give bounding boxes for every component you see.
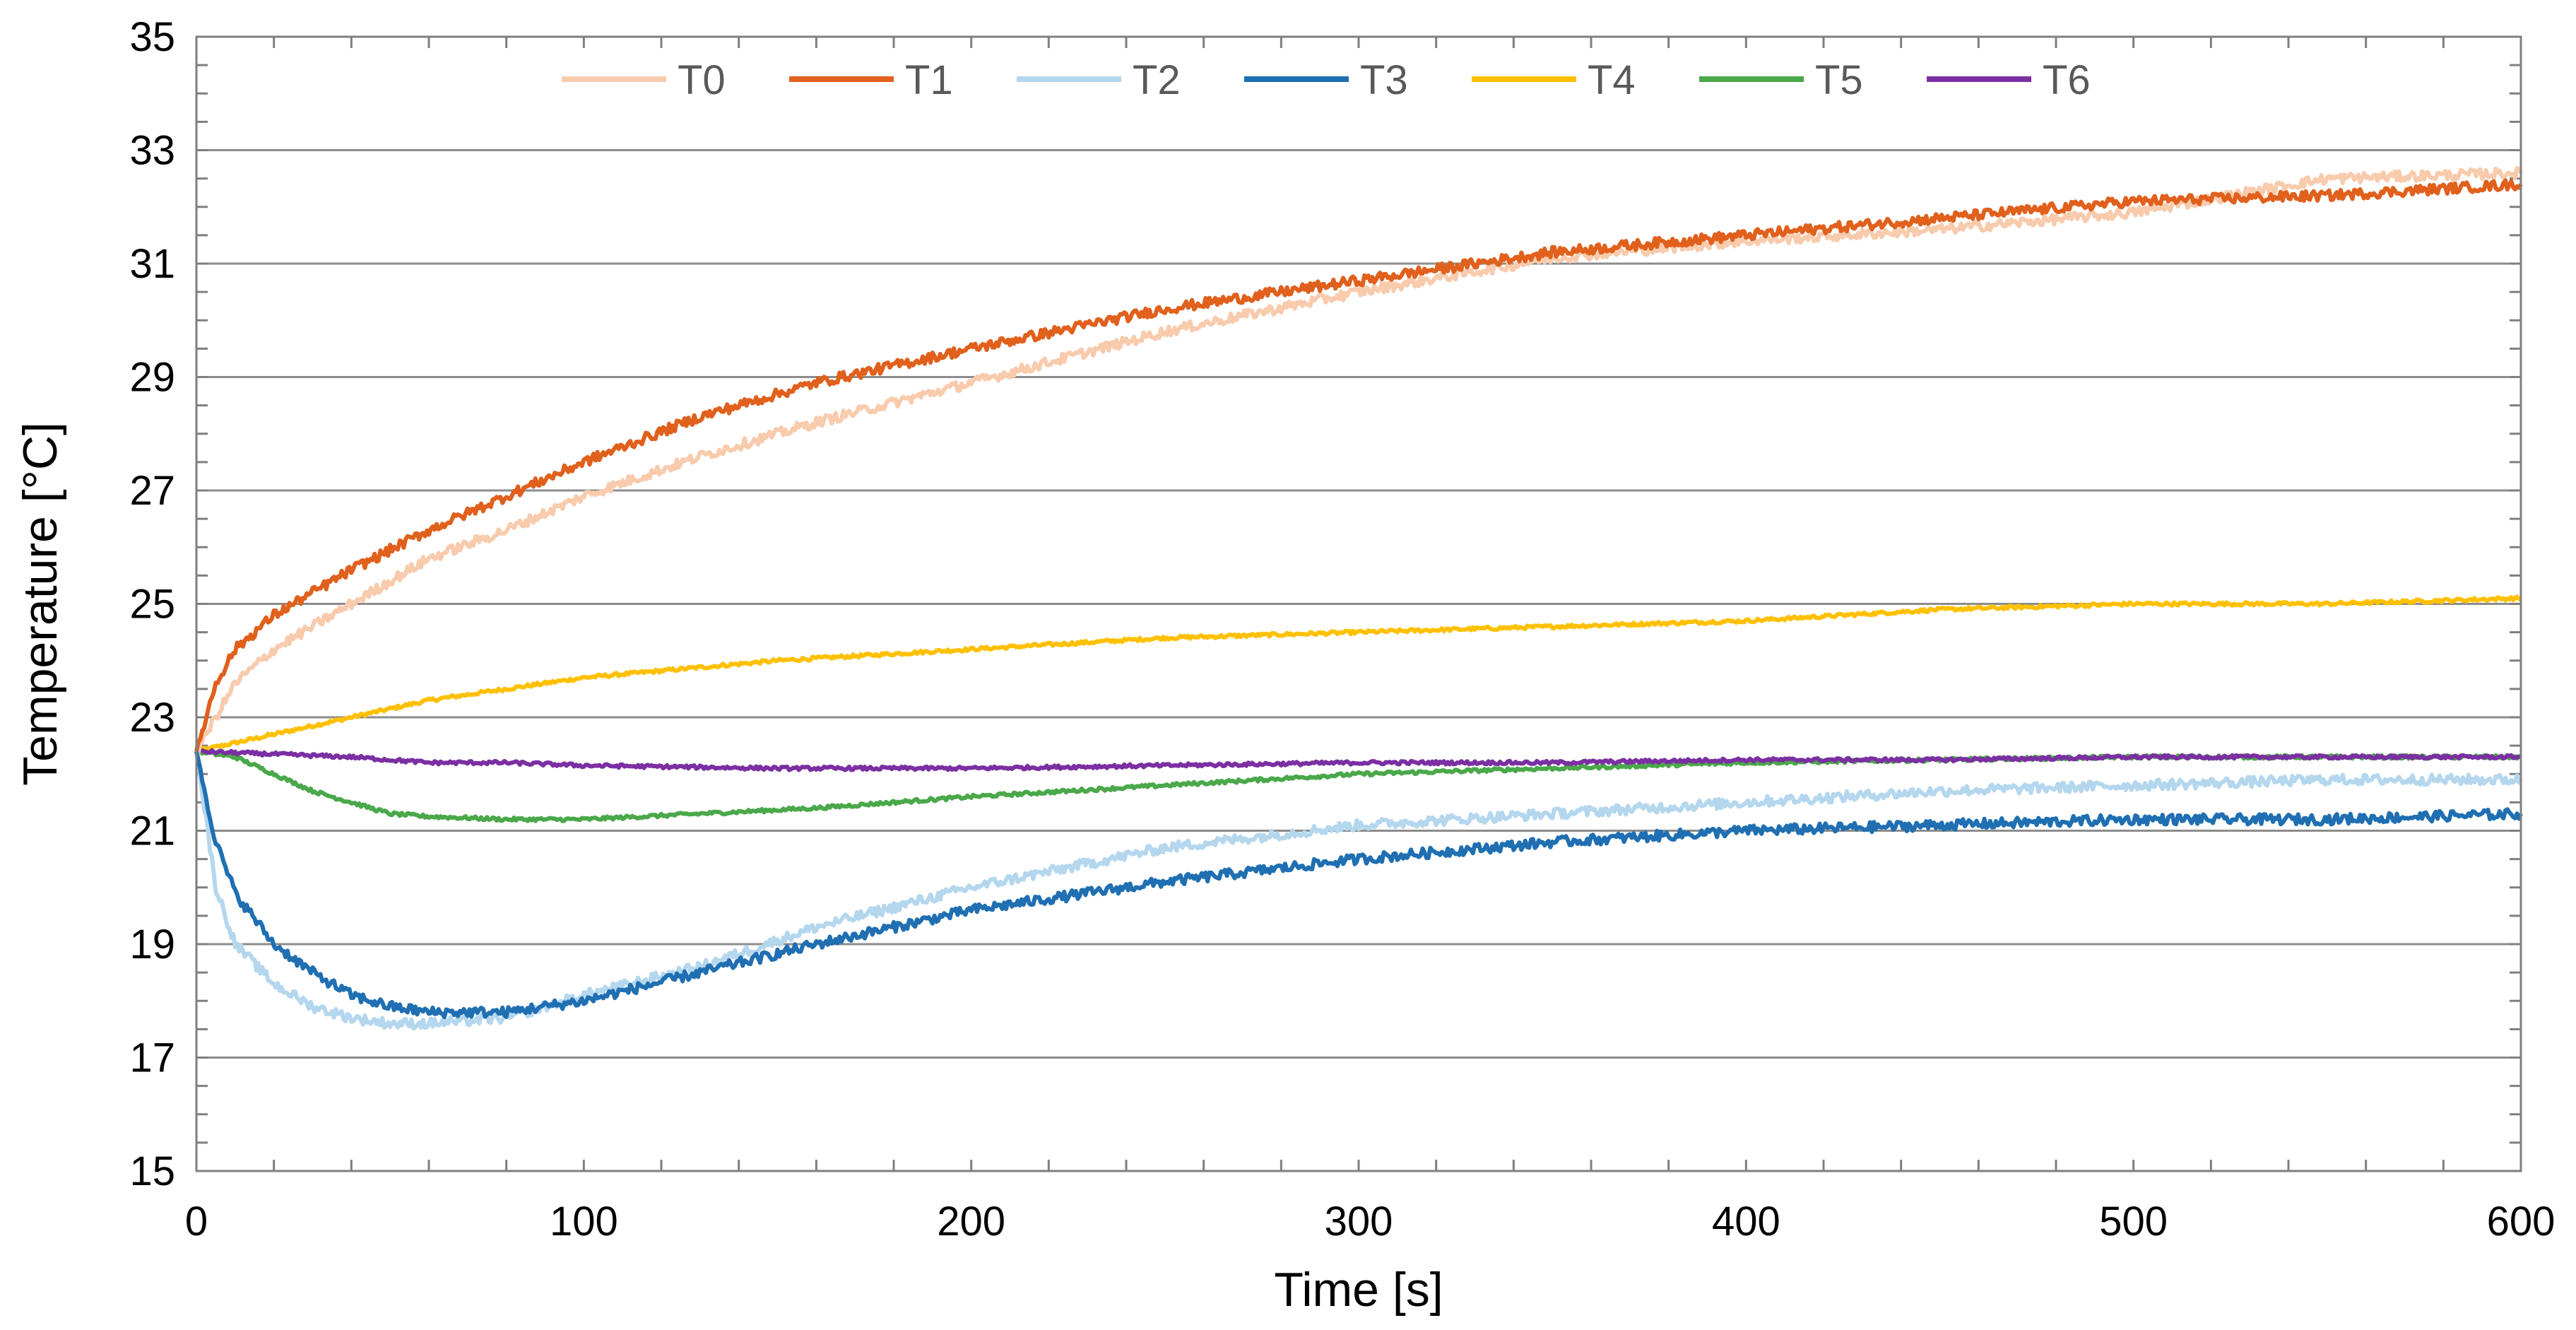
x-tick-label: 100 <box>550 1199 618 1244</box>
y-tick-label: 17 <box>129 1035 175 1081</box>
legend-label-T6: T6 <box>2043 57 2091 103</box>
y-tick-label: 23 <box>129 695 175 741</box>
y-tick-label: 19 <box>129 922 175 967</box>
y-tick-label: 15 <box>129 1148 175 1194</box>
y-axis-tick-labels: 15 17 19 21 23 25 27 29 31 33 35 <box>129 14 175 1194</box>
legend-label-T3: T3 <box>1360 57 1408 103</box>
series-lines <box>194 165 2523 1031</box>
x-axis-tick-labels: 0 100 200 300 400 500 600 <box>185 1199 2556 1244</box>
legend: T0 T1 T2 T3 T4 T5 T6 <box>562 57 2091 103</box>
x-tick-label: 500 <box>2099 1199 2168 1244</box>
y-tick-label: 27 <box>129 468 175 514</box>
gridlines <box>196 149 2521 1059</box>
series-line-T2 <box>194 751 2523 1031</box>
series-line-T4 <box>195 594 2522 753</box>
y-tick-label: 35 <box>129 14 175 60</box>
legend-label-T4: T4 <box>1588 57 1636 103</box>
x-tick-label: 300 <box>1325 1199 1393 1244</box>
minor-ticks <box>196 37 2521 1171</box>
legend-label-T2: T2 <box>1133 57 1181 103</box>
y-tick-label: 25 <box>129 582 175 628</box>
legend-label-T5: T5 <box>1815 57 1863 103</box>
y-tick-label: 33 <box>129 128 175 174</box>
series-line-T3 <box>194 751 2523 1020</box>
y-tick-label: 31 <box>129 241 175 287</box>
x-axis-title: Time [s] <box>1274 1263 1443 1317</box>
x-tick-label: 200 <box>937 1199 1005 1244</box>
x-tick-label: 400 <box>1712 1199 1780 1244</box>
series-line-T1 <box>194 178 2523 752</box>
legend-label-T1: T1 <box>905 57 953 103</box>
series-line-T0 <box>195 165 2523 755</box>
legend-label-T0: T0 <box>678 57 726 103</box>
series-line-T6 <box>196 748 2522 772</box>
y-tick-label: 29 <box>129 355 175 401</box>
y-tick-label: 21 <box>129 808 175 854</box>
x-tick-label: 0 <box>185 1199 208 1244</box>
y-axis-title: Temperature [°C] <box>13 422 67 786</box>
plot-area-frame <box>195 35 2522 1172</box>
x-tick-label: 600 <box>2487 1199 2556 1244</box>
